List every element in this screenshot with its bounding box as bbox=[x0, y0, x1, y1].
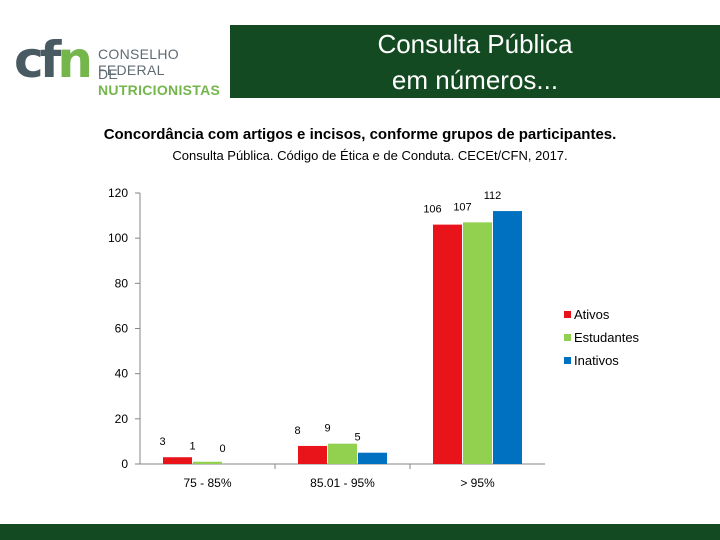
bar bbox=[163, 457, 192, 464]
y-tick-label: 120 bbox=[108, 186, 128, 200]
y-tick-label: 60 bbox=[115, 322, 129, 336]
logo-line-1: CONSELHO FEDERAL bbox=[98, 46, 179, 78]
data-label: 106 bbox=[423, 204, 441, 216]
logo-line-2: DE NUTRICIONISTAS bbox=[98, 66, 221, 98]
bar bbox=[433, 224, 462, 464]
y-tick-label: 40 bbox=[115, 367, 129, 381]
bar bbox=[463, 222, 492, 464]
chart-title: Concordância com artigos e incisos, conf… bbox=[103, 126, 617, 143]
legend-swatch bbox=[564, 334, 571, 341]
x-tick-label: 75 - 85% bbox=[183, 476, 231, 490]
y-tick-label: 0 bbox=[121, 457, 128, 471]
cfn-logo: cfn CONSELHO FEDERAL DE NUTRICIONISTAS bbox=[14, 31, 229, 98]
title-banner: Consulta Pública em números... bbox=[230, 25, 720, 98]
y-tick-label: 80 bbox=[115, 276, 129, 290]
data-label: 0 bbox=[219, 443, 225, 455]
chart-subtitle: Consulta Pública. Código de Ética e de C… bbox=[172, 148, 568, 163]
footer-bar bbox=[0, 524, 720, 540]
bar bbox=[493, 211, 522, 464]
cfn-logo-mark: cfn bbox=[14, 31, 93, 89]
y-tick-label: 20 bbox=[115, 412, 129, 426]
data-label: 9 bbox=[324, 423, 330, 435]
legend-label: Ativos bbox=[574, 307, 610, 322]
data-label: 5 bbox=[354, 432, 360, 444]
legend-label: Inativos bbox=[574, 353, 619, 368]
legend-label: Estudantes bbox=[574, 330, 640, 345]
legend-swatch bbox=[564, 357, 571, 364]
data-label: 107 bbox=[453, 201, 471, 213]
bar bbox=[358, 452, 387, 464]
banner-line-1: Consulta Pública bbox=[377, 28, 573, 59]
data-label: 3 bbox=[159, 436, 165, 448]
y-tick-label: 100 bbox=[108, 231, 128, 245]
legend-swatch bbox=[564, 311, 571, 318]
x-tick-label: > 95% bbox=[460, 476, 495, 490]
data-label: 1 bbox=[189, 441, 195, 453]
data-label: 8 bbox=[294, 425, 300, 437]
bar bbox=[193, 461, 222, 464]
bar bbox=[328, 443, 357, 464]
x-tick-label: 85.01 - 95% bbox=[310, 476, 375, 490]
banner-line-2: em números... bbox=[391, 64, 559, 95]
bar bbox=[298, 445, 327, 464]
data-label: 112 bbox=[484, 190, 502, 202]
